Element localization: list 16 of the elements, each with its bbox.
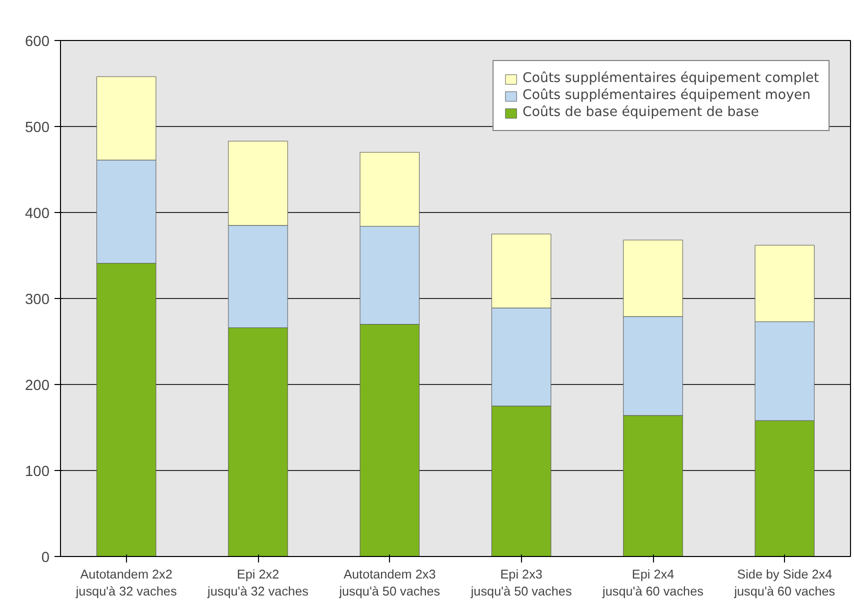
y-tick-label: 300 [25,292,50,308]
y-tick-label: 600 [25,34,50,50]
legend-label: Coûts de base équipement de base [522,105,759,120]
y-tick-label: 200 [25,378,50,394]
x-tick-label: Autotandem 2x2 jusqu'à 32 vaches [74,568,177,598]
x-tick-label: Autotandem 2x3 jusqu'à 50 vaches [338,568,440,598]
y-tick-label: 400 [25,206,50,222]
legend-label: Coûts supplémentaires équipement moyen [522,88,811,103]
x-tick-label: Epi 2x4 jusqu'à 60 vaches [602,568,704,598]
x-tick-label: Side by Side 2x4 jusqu'à 60 vaches [733,568,836,598]
y-tick-label: 0 [41,550,50,566]
x-tick-label: Epi 2x2 jusqu'à 32 vaches [206,568,308,598]
y-tick-label: 100 [25,464,50,480]
y-tick-label: 500 [25,120,50,136]
x-tick-label: Epi 2x3 jusqu'à 50 vaches [470,568,572,598]
legend-label: Coûts supplémentaires équipement complet [522,71,819,86]
